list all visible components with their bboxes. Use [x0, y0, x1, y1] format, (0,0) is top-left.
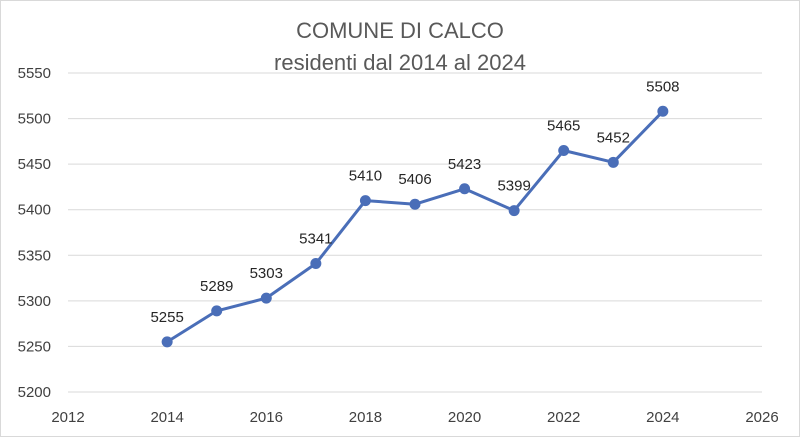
- data-label: 5465: [547, 117, 580, 134]
- data-label: 5410: [349, 168, 382, 185]
- data-label: 5255: [150, 309, 183, 326]
- data-point: [359, 195, 371, 207]
- y-tick-label: 5400: [18, 202, 51, 219]
- x-tick-label: 2014: [150, 409, 183, 426]
- data-point: [161, 336, 173, 348]
- y-tick-label: 5450: [18, 156, 51, 173]
- data-point: [310, 257, 322, 269]
- x-axis-ticks: 2012 2014 2016 2018 2020 2022 2024 2026: [51, 409, 778, 426]
- data-label: 5289: [200, 278, 233, 295]
- x-tick-label: 2022: [547, 409, 580, 426]
- x-tick-label: 2024: [646, 409, 679, 426]
- chart-subtitle: residenti dal 2014 al 2024: [274, 50, 526, 75]
- data-label: 5423: [448, 156, 481, 173]
- y-tick-label: 5350: [18, 247, 51, 264]
- chart-title: COMUNE DI CALCO: [296, 18, 504, 43]
- data-label: 5399: [497, 178, 530, 195]
- data-point: [260, 292, 272, 304]
- data-point: [508, 205, 520, 217]
- y-tick-label: 5550: [18, 65, 51, 82]
- data-label: 5303: [250, 265, 283, 282]
- data-point: [211, 305, 223, 317]
- y-tick-label: 5250: [18, 338, 51, 355]
- x-tick-label: 2026: [745, 409, 778, 426]
- x-tick-label: 2016: [250, 409, 283, 426]
- data-label: 5406: [398, 171, 431, 188]
- data-point: [409, 198, 421, 210]
- y-tick-label: 5500: [18, 111, 51, 128]
- data-label: 5452: [597, 129, 630, 146]
- data-point: [459, 183, 471, 195]
- y-tick-label: 5300: [18, 293, 51, 310]
- data-point: [607, 156, 619, 168]
- x-tick-label: 2018: [349, 409, 382, 426]
- data-point: [657, 105, 669, 117]
- y-axis-ticks: 5200 5250 5300 5350 5400 5450 5500 5550: [18, 65, 51, 401]
- series-residents: [161, 105, 669, 348]
- data-labels: 5255 5289 5303 5341 5410 5406 5423 5399 5465 5452…: [150, 78, 679, 326]
- y-tick-label: 5200: [18, 384, 51, 401]
- x-tick-label: 2020: [448, 409, 481, 426]
- x-tick-label: 2012: [51, 409, 84, 426]
- data-point: [558, 144, 570, 156]
- data-label: 5341: [299, 230, 332, 247]
- data-label: 5508: [646, 78, 679, 95]
